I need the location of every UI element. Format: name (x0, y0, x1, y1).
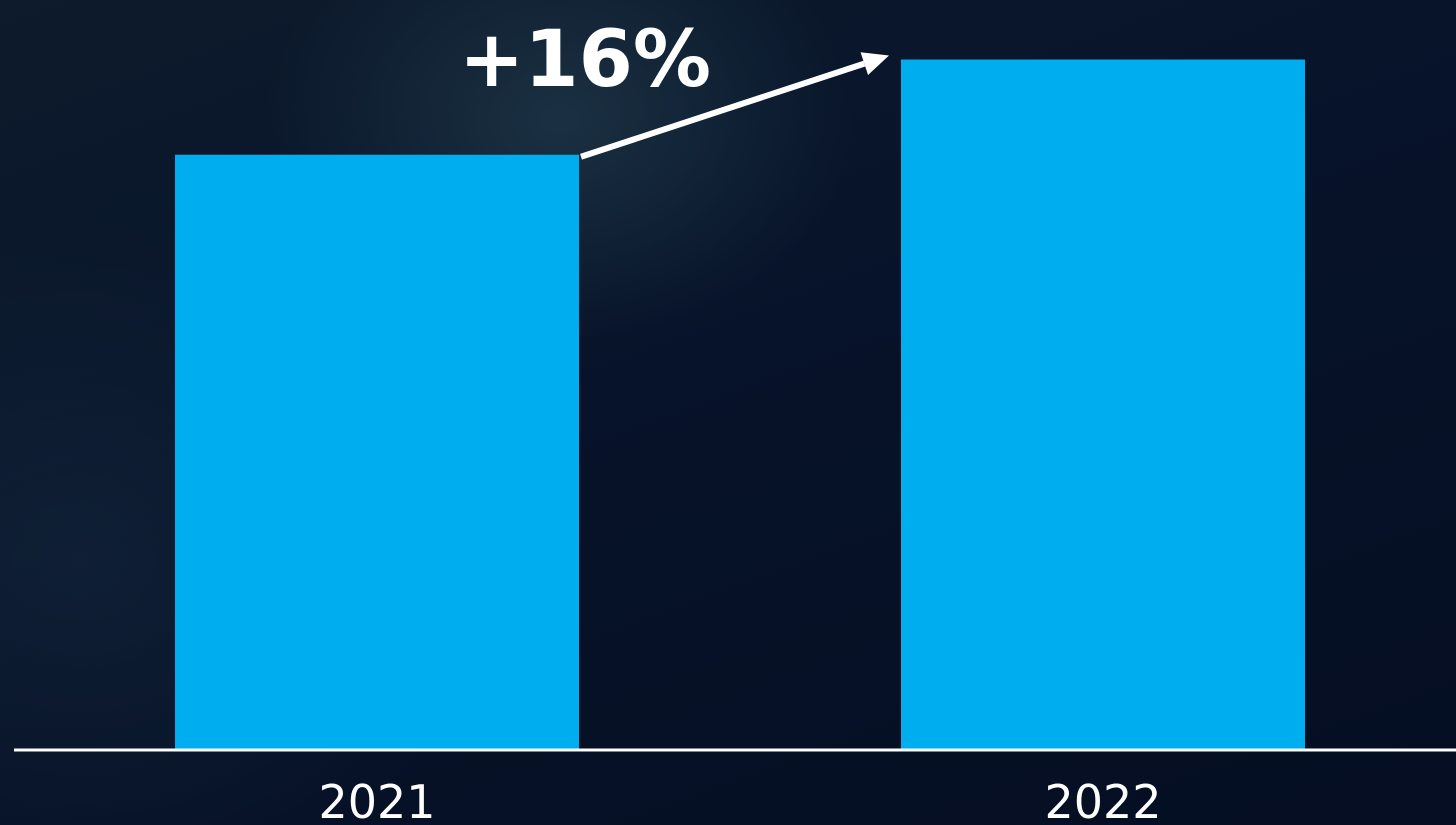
x-tick-label-2022: 2022 (1044, 775, 1161, 825)
bar-2021 (175, 154, 579, 750)
growth-label: +16% (459, 15, 711, 105)
bars-layer (175, 59, 1305, 751)
growth-arrow (580, 60, 866, 160)
bar-2022 (901, 59, 1305, 751)
category-labels: 2021 2022 (318, 775, 1161, 825)
growth-arrow-head (860, 52, 889, 76)
growth-annotation: +16% (459, 15, 889, 160)
x-tick-label-2021: 2021 (318, 775, 435, 825)
